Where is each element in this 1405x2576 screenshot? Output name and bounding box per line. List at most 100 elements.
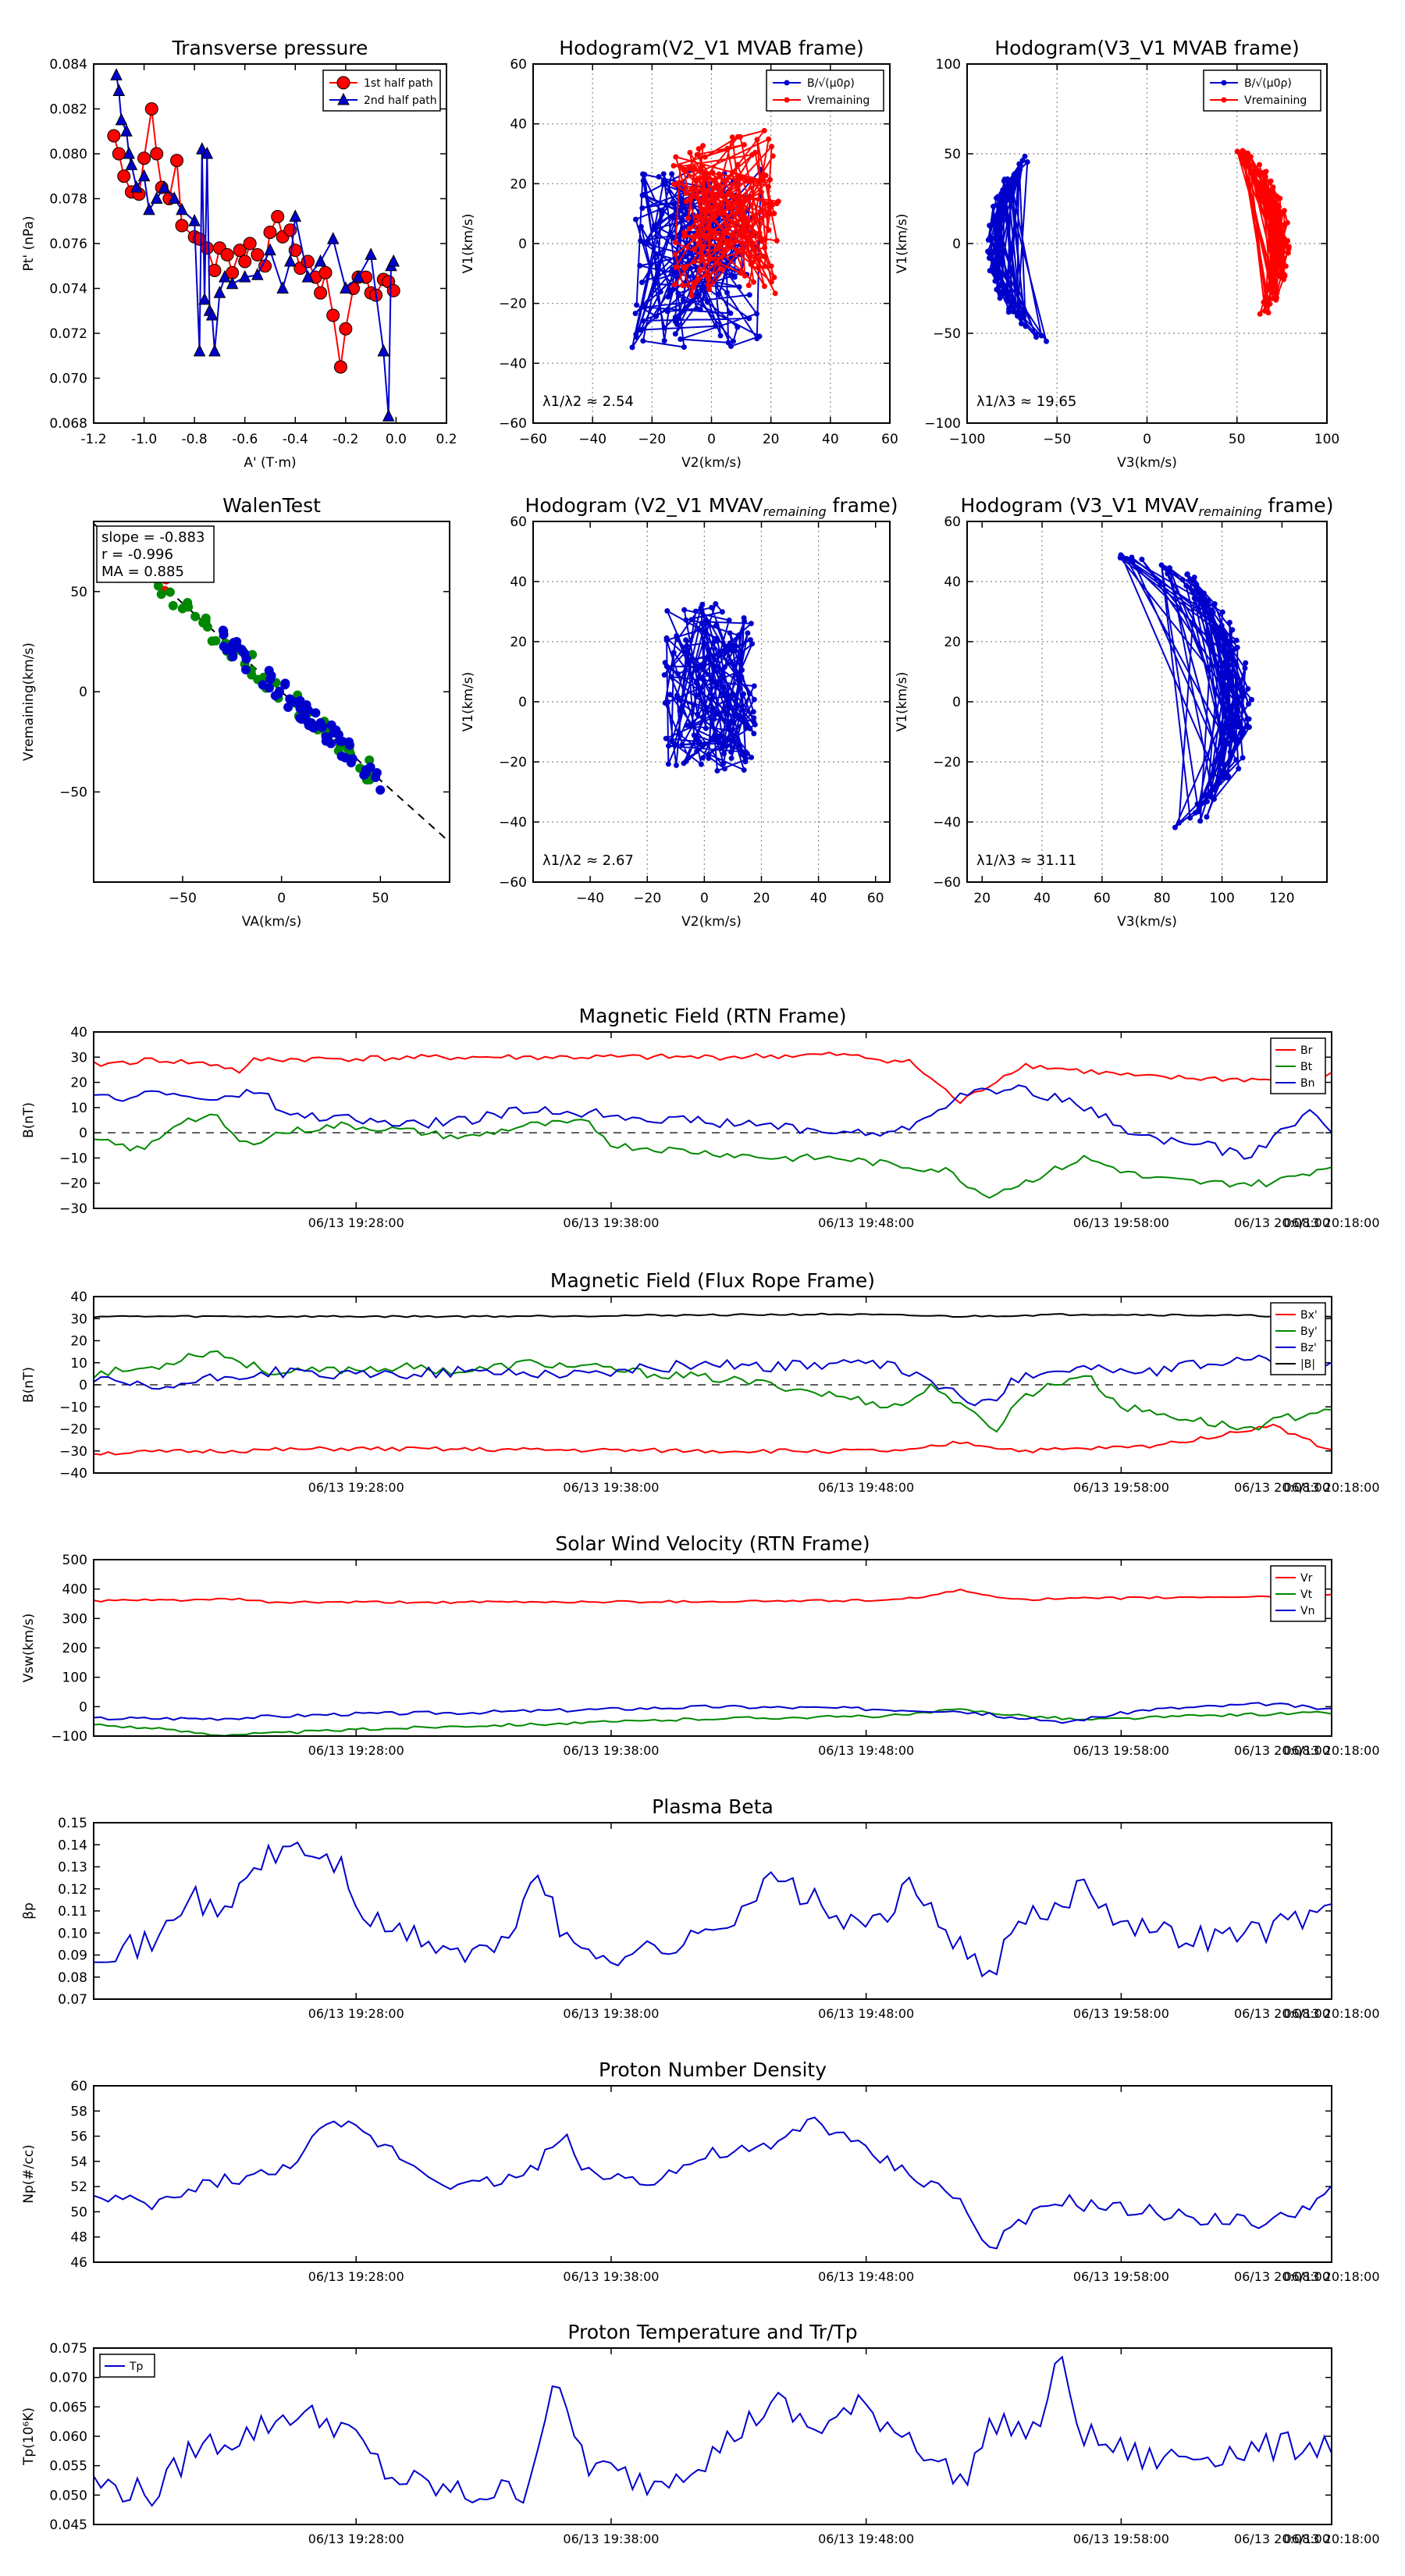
data-point [243, 237, 257, 251]
hodogram-point [1022, 153, 1028, 159]
x-tick-label: -0.2 [333, 432, 358, 447]
hodogram-point [735, 162, 741, 168]
hodogram-point [993, 251, 999, 257]
hodogram-point [1119, 553, 1125, 560]
x-tick-label: 06/13 20:08:00 [1234, 2269, 1330, 2284]
hodogram-point [709, 604, 715, 610]
hodogram-point [685, 755, 692, 761]
hodogram-point [1246, 701, 1252, 707]
y-tick-label: 0.076 [49, 237, 87, 252]
walen-point [295, 713, 305, 723]
legend-label: Vremaining [1244, 94, 1307, 107]
hodogram-point [681, 344, 687, 350]
hodogram-point [677, 208, 683, 214]
hodogram-point [701, 170, 707, 176]
hodogram-point [738, 656, 744, 662]
series-triangle [110, 68, 400, 422]
hodogram-point [1265, 310, 1272, 316]
hodogram-series [670, 127, 781, 299]
legend-label: Bn [1300, 1077, 1314, 1090]
hodogram-point [713, 622, 720, 628]
y-tick-label: 0 [518, 695, 527, 710]
series-b-line [93, 1312, 1332, 1318]
y-tick-label: 0.070 [49, 372, 87, 387]
hodogram-point [640, 338, 646, 344]
hodogram-point [713, 601, 719, 607]
hodogram-point [724, 229, 730, 235]
y-tick-label: 0.10 [58, 1926, 87, 1941]
hodogram-point [991, 266, 997, 272]
hodogram-point [721, 740, 727, 746]
hodogram-point [735, 183, 741, 189]
hodogram-point [1221, 739, 1227, 745]
chart-title-subscript: remaining [763, 504, 826, 519]
y-tick-label: 58 [70, 2104, 87, 2119]
series-line [116, 75, 395, 417]
hodogram-point [697, 307, 703, 313]
hodogram-point [721, 194, 727, 200]
y-tick-label: 40 [70, 1290, 87, 1305]
hodogram-point [670, 649, 677, 656]
hodogram-point [1248, 696, 1254, 703]
chart-title: WalenTest [222, 494, 321, 517]
y-tick-label: −20 [933, 755, 961, 770]
hodogram-point [989, 236, 995, 242]
hodogram-point [729, 169, 735, 176]
hodogram-point [1218, 770, 1225, 776]
y-tick-label: 10 [70, 1356, 87, 1372]
y-tick-label: 0.068 [49, 416, 87, 432]
hodogram-point [730, 692, 736, 699]
x-tick-label: −100 [949, 432, 986, 447]
hodogram-point [717, 649, 723, 656]
legend-marker [337, 92, 350, 105]
hodogram-point [726, 617, 732, 624]
hodogram-point [703, 176, 710, 182]
hodogram-point [667, 692, 673, 698]
hodogram-point [1010, 308, 1016, 315]
hodogram-point [699, 675, 705, 681]
hodogram-point [1284, 219, 1290, 226]
y-tick-label: −50 [933, 326, 961, 342]
y-tick-label: 50 [70, 2204, 87, 2220]
x-tick-label: 0.2 [436, 432, 457, 447]
hodogram-point [664, 608, 670, 614]
hodogram-point [695, 146, 702, 152]
chart-title: Plasma Beta [652, 1795, 774, 1818]
hodogram-point [668, 674, 674, 680]
hodogram-point [1176, 820, 1182, 826]
hodogram-point [1190, 577, 1197, 583]
hodogram-point [1200, 594, 1206, 600]
hodogram-point [706, 254, 713, 260]
hodogram-point [1257, 311, 1263, 317]
y-axis-label: βp [21, 1902, 37, 1920]
y-axis-label: Tp(10⁶K) [21, 2407, 37, 2466]
hodogram-point [699, 221, 705, 227]
hodogram-point [1205, 597, 1211, 603]
hodogram-line [1119, 553, 1253, 828]
hodogram-point [738, 674, 745, 680]
x-tick-label: 40 [810, 891, 827, 906]
hodogram-point [1268, 197, 1274, 204]
data-point [263, 226, 277, 240]
hodogram-point [701, 206, 707, 212]
hodogram-point [711, 716, 717, 722]
hodogram-point [766, 136, 772, 142]
hodogram-point [711, 639, 717, 645]
hodogram-point [994, 265, 1001, 272]
legend-label: Bt [1300, 1061, 1313, 1073]
chart-title: Magnetic Field (Flux Rope Frame) [550, 1269, 875, 1292]
hodogram-point [762, 263, 768, 269]
hodogram-point [1003, 297, 1009, 303]
data-point [301, 270, 315, 283]
hodogram-point [1229, 703, 1236, 709]
x-tick-label: 06/13 19:58:00 [1073, 1480, 1169, 1495]
walen-point [207, 636, 217, 646]
hodogram-point [1272, 272, 1278, 278]
hodogram-point [1234, 644, 1240, 650]
hodogram-point [745, 283, 752, 289]
y-tick-label: 48 [70, 2230, 87, 2246]
hodogram-point [1261, 169, 1267, 176]
plot-frame [93, 1822, 1332, 2000]
hodogram-point [692, 165, 698, 171]
hodogram-point [1219, 609, 1225, 615]
